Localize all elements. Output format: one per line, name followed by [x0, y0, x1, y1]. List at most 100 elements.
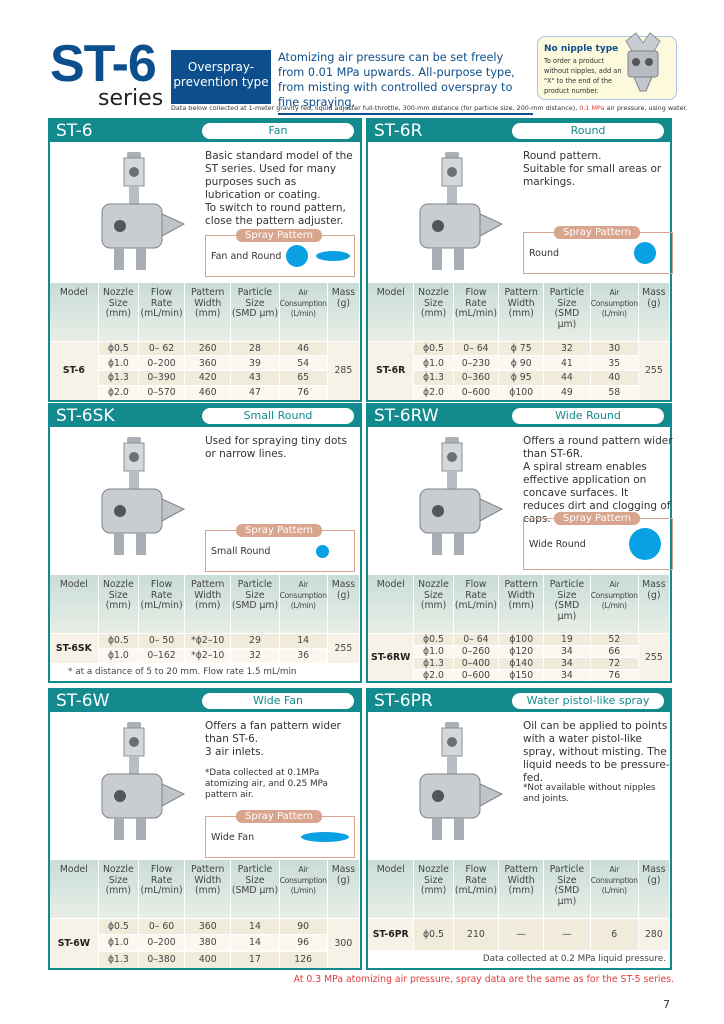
- table-header-row: Model Nozzle Size (mm) Flow Rate (mL/min) P…: [368, 860, 671, 918]
- spec-cell: 76: [279, 384, 328, 400]
- spec-cell: ϕ140: [498, 656, 545, 669]
- column-header: Particle Size (SMD μm): [230, 575, 280, 633]
- column-header: Particle Size (SMD μm): [230, 860, 280, 918]
- spec-cell: ϕ0.5: [98, 632, 139, 648]
- table-row: ST-6 ϕ0.5 0– 62 260 28 46 285: [50, 340, 361, 400]
- round-pattern-icon: [286, 245, 308, 267]
- table-header-row: Model Nozzle Size (mm) Flow Rate (mL/min) P…: [368, 283, 671, 341]
- spec-cell: 380: [184, 934, 232, 952]
- spray-pattern-label: Spray Pattern: [554, 226, 641, 239]
- column-header: Nozzle Size (mm): [98, 860, 139, 918]
- spec-cell: 126: [279, 950, 328, 968]
- spec-cell: ϕ100: [498, 632, 545, 645]
- product-panel: ST-6RW Wide Round Offers a round pattern w…: [366, 403, 673, 683]
- spec-cell: *ϕ2–10: [184, 632, 232, 648]
- spec-cell: 420: [184, 370, 232, 386]
- product-description: Basic standard model of the ST series. U…: [205, 150, 353, 227]
- type-badge: Overspray- prevention type: [171, 50, 271, 104]
- spec-cell: 360: [184, 355, 232, 371]
- spec-cell: 90: [279, 917, 328, 935]
- spec-cell: 0–360: [453, 370, 500, 386]
- mass-cell: 255: [638, 632, 671, 681]
- spec-cell: 34: [543, 668, 591, 681]
- spec-cell: 0–230: [453, 355, 500, 371]
- spec-cell: 58: [590, 384, 639, 400]
- column-header: Air Consumption (L/min): [590, 283, 639, 341]
- spec-cell: 96: [279, 934, 328, 952]
- spec-cell: 0– 50: [138, 632, 186, 648]
- table-header-row: Model Nozzle Size (mm) Flow Rate (mL/min) P…: [50, 575, 361, 633]
- no-nipple-callout: No nipple type To order a product withou…: [537, 32, 677, 100]
- model-cell: ST-6R: [368, 340, 415, 400]
- spec-cell: ϕ1.3: [413, 370, 454, 386]
- spec-cell: ϕ0.5: [413, 917, 454, 950]
- nozzle-head-icon: [625, 32, 661, 92]
- pattern-type-badge: Wide Round: [512, 408, 664, 424]
- column-header: Model: [368, 860, 415, 918]
- spec-cell: ϕ1.0: [413, 644, 454, 657]
- product-name: ST-6RW: [374, 406, 439, 426]
- spec-cell: 32: [543, 340, 591, 356]
- column-header: Mass (g): [638, 283, 671, 341]
- table-row: ϕ2.0 0–570 460 47 76: [50, 384, 360, 400]
- table-header-row: Model Nozzle Size (mm) Flow Rate (mL/min) P…: [50, 283, 361, 341]
- spec-cell: 0–600: [453, 668, 500, 681]
- panel-header: ST-6PR Water pistol-like spray: [368, 690, 670, 712]
- spray-pattern-box: Spray Pattern Small Round: [205, 524, 355, 572]
- spec-cell: 0–380: [138, 950, 186, 968]
- column-header: Model: [368, 283, 415, 341]
- mass-cell: 300: [327, 917, 361, 968]
- column-header: Particle Size (SMD μm): [543, 860, 591, 918]
- spray-pattern-text: Small Round: [211, 546, 271, 557]
- spec-cell: 360: [184, 917, 232, 935]
- spec-cell: ϕ1.0: [98, 934, 139, 952]
- panel-header: ST-6R Round: [368, 120, 670, 142]
- table-row: ST-6SK ϕ0.5 0– 50 *ϕ2–10 29 14 255: [50, 632, 361, 663]
- table-header-row: Model Nozzle Size (mm) Flow Rate (mL/min) P…: [50, 860, 361, 918]
- pattern-type-badge: Wide Fan: [202, 693, 354, 709]
- table-row: ST-6W ϕ0.5 0– 60 360 14 90 300: [50, 917, 361, 968]
- column-header: Air Consumption (L/min): [590, 575, 639, 633]
- intro-text: Atomizing air pressure can be set freely…: [278, 50, 533, 115]
- column-header: Model: [50, 283, 99, 341]
- table-row: ϕ1.3 0–400 ϕ140 34 72: [368, 656, 670, 669]
- spec-cell: ϕ100: [498, 384, 545, 400]
- spec-cell: 0–400: [453, 656, 500, 669]
- column-header: Pattern Width (mm): [184, 575, 232, 633]
- spec-cell: 0–200: [138, 934, 186, 952]
- wide-fan-pattern-icon: [301, 832, 349, 842]
- panel-header: ST-6RW Wide Round: [368, 405, 670, 427]
- column-header: Flow Rate (mL/min): [453, 860, 500, 918]
- spec-cell: 28: [230, 340, 280, 356]
- round-pattern-icon: [634, 242, 656, 264]
- spray-gun-icon: [398, 720, 508, 848]
- spec-cell: *ϕ2–10: [184, 647, 232, 663]
- spec-cell: ϕ1.0: [98, 647, 139, 663]
- spec-cell: ϕ 90: [498, 355, 545, 371]
- column-header: Flow Rate (mL/min): [138, 575, 186, 633]
- spec-cell: 0– 62: [138, 340, 186, 356]
- column-header: Mass (g): [638, 860, 671, 918]
- spec-cell: ϕ2.0: [413, 668, 454, 681]
- spec-cell: 47: [230, 384, 280, 400]
- no-nipple-desc: To order a product without nipples, add …: [544, 57, 622, 95]
- panel-header: ST-6SK Small Round: [50, 405, 360, 427]
- product-description: Offers a round pattern wider than ST-6R.…: [523, 435, 673, 525]
- series-label: series: [98, 86, 164, 111]
- spec-cell: 14: [230, 917, 280, 935]
- product-description: Oil can be applied to points with a wate…: [523, 720, 670, 784]
- pattern-type-badge: Small Round: [202, 408, 354, 424]
- spec-cell: ϕ 95: [498, 370, 545, 386]
- column-header: Particle Size (SMD μm): [543, 283, 591, 341]
- conditions-text-end: air pressure, using water.: [604, 104, 688, 112]
- column-header: Pattern Width (mm): [184, 860, 232, 918]
- panel-header: ST-6 Fan: [50, 120, 360, 142]
- spec-cell: ϕ1.3: [98, 950, 139, 968]
- spec-cell: 46: [279, 340, 328, 356]
- page-number: 7: [663, 998, 670, 1011]
- spec-cell: 52: [590, 632, 639, 645]
- spray-pattern-label: Spray Pattern: [554, 512, 641, 525]
- column-header: Air Consumption (L/min): [590, 860, 639, 918]
- spec-cell: 66: [590, 644, 639, 657]
- spec-cell: 14: [230, 934, 280, 952]
